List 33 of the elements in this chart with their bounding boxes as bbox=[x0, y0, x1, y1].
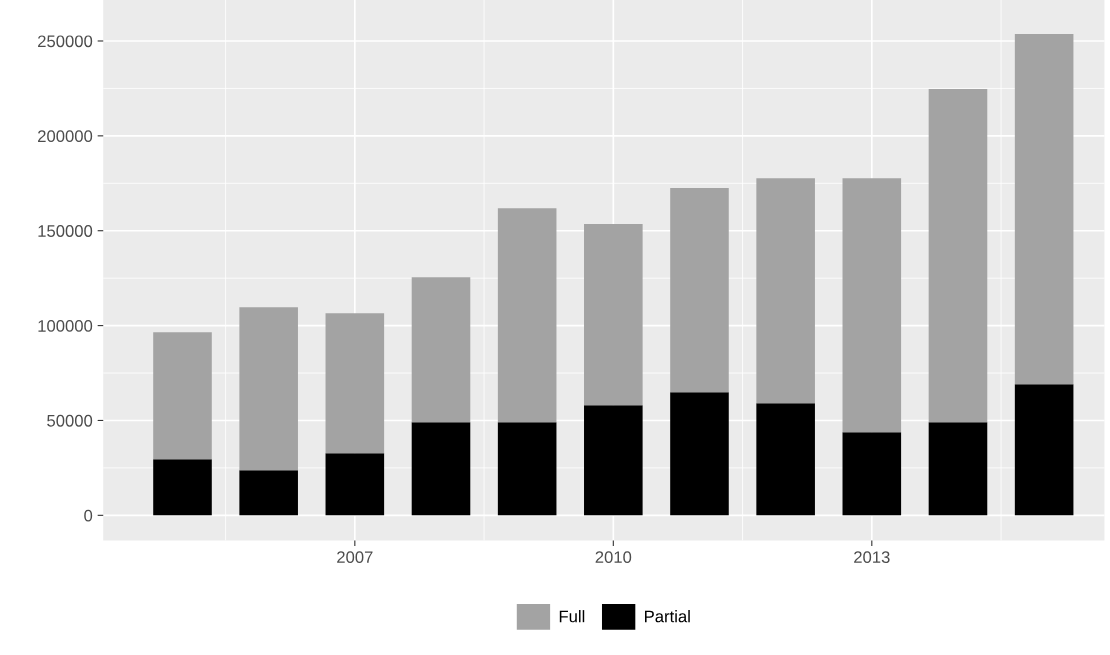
bar bbox=[1014, 33, 1074, 385]
bar bbox=[842, 432, 902, 516]
bar bbox=[153, 459, 212, 516]
bar bbox=[239, 307, 298, 471]
bar bbox=[325, 453, 385, 516]
bar bbox=[497, 422, 557, 516]
bar bbox=[756, 178, 815, 404]
x-tick-label: 2007 bbox=[337, 551, 373, 564]
x-tick-label: 2010 bbox=[595, 551, 632, 564]
y-tick-label: 50000 bbox=[47, 414, 93, 427]
bar bbox=[325, 313, 385, 454]
y-tick-label: 100000 bbox=[38, 319, 93, 332]
bar bbox=[584, 224, 643, 406]
bar bbox=[239, 470, 298, 516]
bar bbox=[928, 88, 988, 423]
bar bbox=[1014, 384, 1074, 516]
y-tick-label: 200000 bbox=[38, 130, 93, 143]
x-tick-label: 2013 bbox=[854, 551, 890, 564]
legend-label: Partial bbox=[645, 610, 690, 623]
bar bbox=[670, 188, 729, 393]
bar bbox=[756, 403, 815, 516]
bar bbox=[411, 422, 471, 516]
y-tick-label: 0 bbox=[84, 509, 93, 522]
y-tick-label: 250000 bbox=[38, 35, 93, 48]
bar bbox=[153, 332, 212, 460]
bar bbox=[928, 422, 988, 516]
bar bbox=[670, 392, 729, 516]
bar bbox=[842, 178, 902, 433]
bar bbox=[584, 405, 643, 516]
legend-label: Full bbox=[559, 610, 585, 623]
y-tick-label: 150000 bbox=[38, 225, 93, 237]
bar bbox=[497, 208, 557, 423]
bar bbox=[411, 277, 471, 423]
